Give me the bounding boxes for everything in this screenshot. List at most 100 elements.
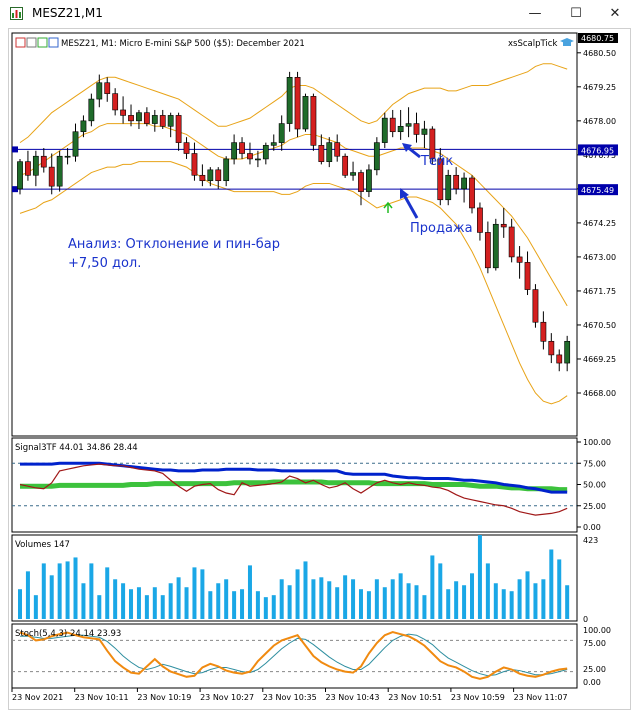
analysis-text: Анализ: Отклонение и пин-бар (68, 237, 280, 252)
stochastic-indicator: 100.00 75.00 25.00 0.00 (12, 626, 611, 687)
volume-bar (422, 595, 427, 619)
volume-bar (406, 583, 411, 619)
candle-body (32, 155, 39, 176)
volume-bar (382, 587, 387, 619)
y-tick-label: 4668.00 (583, 389, 616, 398)
volume-bar (113, 579, 118, 619)
volume-bar (160, 595, 165, 619)
volume-bar (398, 573, 403, 619)
x-tick-label: 23 Nov 2021 (12, 693, 63, 702)
volume-bar (517, 579, 522, 619)
maximize-button[interactable]: ☐ (570, 6, 582, 21)
candle-body (397, 125, 404, 133)
candle-body (310, 96, 317, 146)
volume-bar (65, 561, 70, 619)
volume-bar (224, 579, 229, 619)
time-axis: 23 Nov 2021 23 Nov 10:11 23 Nov 10:19 23 No… (11, 688, 568, 702)
volume-bar (311, 579, 316, 619)
volume-bar (343, 575, 348, 619)
candle-body (413, 123, 420, 135)
take-profit-arrow (402, 143, 421, 159)
candle-body (461, 177, 467, 190)
volume-bar (105, 567, 110, 619)
last-price-label: 4680.75 (581, 34, 614, 43)
volume-y-label: 423 (583, 536, 598, 545)
volume-bar (33, 595, 38, 619)
level-handle (12, 186, 18, 193)
candle-body (112, 93, 119, 111)
candle-body (477, 207, 483, 233)
signal-y-label: 100.00 (583, 438, 611, 447)
chart-window-icon (10, 7, 23, 20)
chart-caption: MESZ21, M1: Micro E-mini S&P 500 ($5): D… (61, 39, 305, 49)
level-price-box (578, 184, 618, 196)
volume-bar (525, 571, 530, 619)
volume-bar (533, 583, 538, 619)
volume-bar (232, 591, 237, 619)
volume-bar (89, 563, 94, 619)
signal-red-line (19, 463, 568, 516)
candle-body (318, 145, 325, 162)
candle-body (492, 223, 499, 269)
candle-body (389, 117, 396, 133)
one-click-trading-icon[interactable] (15, 37, 59, 48)
minimize-button[interactable]: — (528, 6, 542, 21)
candle-body (64, 155, 71, 158)
volume-bar (319, 577, 324, 619)
mid-band-line (19, 123, 568, 307)
candle-body (516, 256, 523, 263)
candle-body (484, 232, 491, 269)
volume-bar (557, 559, 562, 619)
signal-green-line (20, 479, 568, 493)
x-tick-label: 23 Nov 10:11 (75, 693, 129, 702)
scalp-label: xsScalpTick (508, 39, 557, 49)
close-button[interactable]: ✕ (609, 6, 621, 21)
candle-body (247, 153, 253, 160)
candle-body (25, 161, 31, 176)
candle-body (159, 115, 166, 127)
volume-bar (25, 571, 30, 619)
volume-bar (430, 555, 435, 619)
volume-bar (477, 535, 482, 619)
candle-body (334, 142, 341, 157)
candle-body (556, 354, 563, 364)
volume-bar (485, 563, 490, 619)
volume-bar (192, 567, 197, 619)
volume-bar (462, 585, 467, 619)
volume-bar (184, 587, 189, 619)
volume-bar (541, 579, 546, 619)
lower-band-line (19, 161, 568, 405)
volume-bar (73, 557, 78, 619)
stoch-y-label: 25.00 (583, 665, 606, 674)
candle-body (500, 223, 507, 228)
volume-bar (57, 563, 62, 619)
x-tick-label: 23 Nov 10:19 (137, 693, 191, 702)
volume-bar (358, 589, 363, 619)
volume-bar (287, 585, 292, 619)
candle-body (183, 142, 190, 154)
volume-pane-border (11, 534, 578, 622)
volume-bar (446, 589, 451, 619)
candle-body (532, 289, 539, 323)
volume-bar (438, 563, 443, 619)
candle-body (207, 169, 214, 182)
candle-body (548, 340, 555, 356)
candle-body (128, 115, 134, 122)
volume-bar (200, 569, 205, 619)
stoch-y-label: 0.00 (583, 678, 601, 687)
candle-body (326, 142, 333, 162)
candle-body (381, 117, 388, 143)
stoch-pane-border (11, 623, 578, 689)
volume-bar (454, 581, 459, 619)
volume-bar (549, 549, 554, 619)
x-tick-label: 23 Nov 10:43 (326, 693, 380, 702)
signal3tf-indicator: 100.00 75.00 50.00 25.00 0.00 (12, 438, 611, 532)
volume-y-label: 0 (583, 615, 588, 624)
candle-body (56, 155, 63, 187)
candle-body (469, 177, 475, 209)
volume-bar (81, 583, 86, 619)
x-tick-label: 23 Nov 11:07 (514, 693, 568, 702)
y-tick-label: 4674.25 (583, 219, 616, 228)
graduation-cap-icon (560, 38, 574, 46)
